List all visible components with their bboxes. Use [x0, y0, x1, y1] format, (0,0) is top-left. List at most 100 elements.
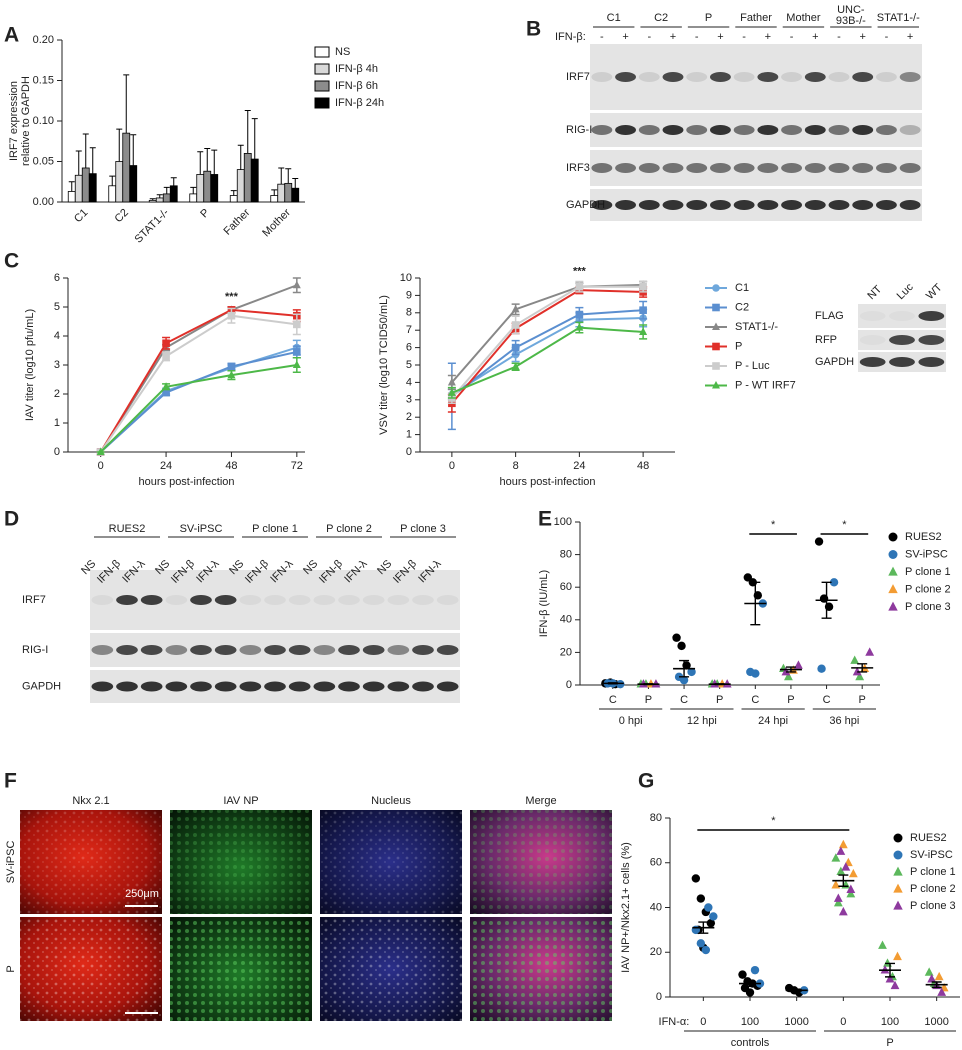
- x-tick-label: 8: [513, 460, 519, 472]
- series-line: [451, 309, 644, 398]
- point: [852, 666, 862, 676]
- series-line: [100, 350, 298, 453]
- x-tick-label: 100: [881, 1016, 899, 1028]
- sem-bar: [714, 683, 725, 686]
- y-tick-label: 40: [650, 901, 662, 913]
- x-tick-label: 1000: [784, 1016, 808, 1028]
- legend-swatch: [314, 46, 330, 58]
- y-tick-label: 20: [650, 946, 662, 958]
- legend-label: P clone 1: [905, 566, 951, 578]
- bar: [284, 182, 293, 203]
- point: [162, 388, 170, 397]
- blot-band: [889, 357, 915, 367]
- blot-band: [591, 72, 613, 82]
- x-tick-label: Mother: [260, 206, 293, 239]
- sem-bar: [607, 682, 618, 685]
- point: [162, 339, 170, 348]
- legend-label: P clone 3: [910, 900, 956, 912]
- blot-row-label: RIG-I: [566, 124, 592, 136]
- y-tick-label: 0.15: [33, 74, 54, 86]
- legend-marker: [712, 322, 720, 331]
- micrograph-texture: [470, 810, 612, 914]
- bar: [162, 193, 171, 203]
- point: [227, 311, 236, 320]
- group-label: 24 hpi: [758, 715, 788, 727]
- legend-marker: [893, 866, 903, 876]
- legend-label: IFN-β 4h: [335, 63, 378, 75]
- blot-group-label: Father: [740, 12, 772, 24]
- blot-band: [662, 163, 684, 173]
- bar: [148, 199, 157, 203]
- y-axis-label: relative to GAPDH: [20, 76, 32, 166]
- blot-group-label: STAT1-/-: [877, 12, 920, 24]
- blot-group-label: RUES2: [109, 523, 146, 535]
- sem-bar: [643, 683, 654, 686]
- x-tick-label: 1000: [924, 1016, 948, 1028]
- point: [855, 671, 865, 681]
- blot-band: [190, 645, 212, 655]
- point: [696, 939, 706, 948]
- blot-band: [733, 125, 755, 135]
- point: [924, 967, 934, 976]
- annotation: ***: [573, 265, 587, 277]
- blot-band: [615, 125, 637, 135]
- blot-band: [288, 595, 311, 605]
- blot-band: [686, 72, 708, 82]
- point: [745, 988, 755, 997]
- blot-row-label: RFP: [815, 334, 837, 346]
- error-bar: [211, 149, 218, 175]
- x-tick-label: 24: [160, 460, 172, 472]
- blot-band: [709, 163, 731, 173]
- y-tick-label: 6: [406, 342, 412, 354]
- point: [836, 846, 846, 855]
- error-bar: [230, 190, 237, 196]
- annotation: *: [771, 815, 776, 827]
- point: [836, 866, 846, 876]
- annotation: ***: [225, 291, 239, 303]
- y-tick-label: 0: [54, 446, 60, 458]
- blot-band: [116, 645, 138, 655]
- blot-group-label: C2: [654, 12, 668, 24]
- y-tick-label: 4: [406, 376, 412, 388]
- y-tick-label: 60: [560, 581, 572, 593]
- blot-band: [239, 681, 262, 692]
- blot-lane-label: +: [622, 31, 628, 43]
- point: [696, 894, 706, 903]
- error-bar: [271, 189, 278, 196]
- micrograph-column-label: IAV NP: [223, 795, 258, 807]
- legend-marker: [893, 850, 903, 860]
- blot-band: [781, 125, 803, 135]
- y-tick-label: 0.00: [33, 196, 54, 208]
- point: [651, 679, 661, 688]
- blot-lane-label: -: [695, 31, 699, 43]
- blot-band: [91, 645, 114, 655]
- point: [709, 912, 718, 921]
- blot-band: [338, 681, 360, 692]
- blot-band: [436, 595, 459, 605]
- sem-bar: [885, 962, 895, 978]
- y-tick-label: 10: [400, 272, 412, 284]
- legend-swatch: [314, 80, 330, 92]
- micrograph-texture: [320, 810, 462, 914]
- blot-band: [804, 72, 826, 82]
- bar: [196, 174, 205, 203]
- blot-lane-label: +: [812, 31, 818, 43]
- sem-bar: [679, 659, 690, 678]
- blot-band: [387, 681, 410, 692]
- blot-group-label: P clone 3: [400, 523, 446, 535]
- blot-group-label: SV-iPSC: [180, 523, 223, 535]
- blot-band: [387, 595, 410, 605]
- blot-row-label: IRF3: [566, 162, 590, 174]
- y-axis-label: IRF7 expression: [8, 81, 20, 161]
- series-line: [451, 283, 644, 384]
- bar: [74, 174, 83, 203]
- bar: [210, 174, 219, 203]
- legend-marker: [888, 601, 898, 611]
- blot-band: [828, 200, 850, 210]
- point: [511, 304, 520, 313]
- blot-band: [781, 163, 803, 173]
- blot-band: [436, 681, 459, 692]
- blot-row-label: GAPDH: [815, 356, 854, 368]
- blot-band: [899, 125, 921, 135]
